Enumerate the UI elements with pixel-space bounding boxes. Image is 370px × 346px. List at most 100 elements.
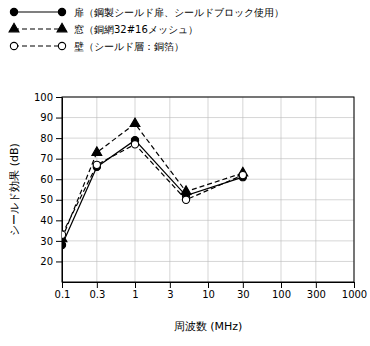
y-tick: 30 <box>40 236 62 247</box>
legend-marker <box>10 42 17 49</box>
y-axis: 20 30 40 50 60 70 80 90 100 <box>34 92 63 283</box>
y-tick-mark <box>56 220 62 221</box>
x-tick-mark <box>170 282 171 288</box>
x-tick: 1000 <box>342 282 367 300</box>
grid-line-y <box>62 220 354 221</box>
grid-line-y <box>62 240 354 241</box>
legend-marker <box>57 23 67 32</box>
x-tick-mark <box>208 282 209 288</box>
legend-marker <box>9 23 19 32</box>
x-tick-label: 0.1 <box>55 289 71 300</box>
x-tick: 0.1 <box>55 282 71 300</box>
y-tick-mark <box>56 179 62 180</box>
x-axis-title: 周波数 (MHz) <box>174 320 243 333</box>
legend-item: 壁（シールド層：銅箔） <box>10 41 184 52</box>
legend-marker <box>58 8 65 15</box>
y-tick-mark <box>56 118 62 119</box>
y-tick-label: 30 <box>40 236 53 247</box>
y-tick-label: 80 <box>40 133 53 144</box>
x-tick-label: 30 <box>237 289 250 300</box>
x-tick: 0.3 <box>89 282 105 300</box>
y-tick: 70 <box>40 153 62 164</box>
x-tick-mark <box>97 282 98 288</box>
legend-marker <box>10 8 17 15</box>
x-tick-label: 10 <box>202 289 215 300</box>
legend-label: 窓（銅網32#16メッシュ） <box>74 24 198 35</box>
plot-area <box>62 118 248 249</box>
x-tick-mark <box>316 282 317 288</box>
x-tick: 300 <box>307 282 326 300</box>
grid-line-x <box>96 97 97 282</box>
y-tick-label: 20 <box>40 256 53 267</box>
chart: 0.1 0.3 1 3 10 30 100 300 1000 20 30 40 50 60 70 80 90 10… <box>0 0 370 346</box>
legend-item: 窓（銅網32#16メッシュ） <box>9 23 198 35</box>
x-axis: 0.1 0.3 1 3 10 30 100 300 1000 <box>55 282 368 300</box>
x-tick-label: 0.3 <box>89 289 105 300</box>
x-tick-label: 3 <box>167 289 173 300</box>
series-line <box>62 144 243 234</box>
grid-line-y <box>62 179 354 180</box>
series-point <box>93 161 100 168</box>
series-point <box>62 241 66 248</box>
series-point <box>181 186 191 195</box>
y-tick-mark <box>56 138 62 139</box>
y-tick: 20 <box>40 256 62 267</box>
series-point <box>130 118 140 127</box>
grid <box>62 97 354 282</box>
grid-line-x <box>315 97 316 282</box>
x-tick: 1 <box>132 282 138 300</box>
grid-line-x <box>169 97 170 282</box>
legend-item: 扉（鋼製シールド扉、シールドブロック使用） <box>10 7 284 18</box>
y-tick: 100 <box>34 92 62 103</box>
legend-label: 壁（シールド層：銅箔） <box>74 41 184 52</box>
y-tick-mark <box>56 200 62 201</box>
grid-line-y <box>62 199 354 200</box>
series-point <box>92 147 102 156</box>
series-line <box>62 124 243 239</box>
y-tick-label: 50 <box>40 194 53 205</box>
series-point <box>131 141 138 148</box>
y-tick: 90 <box>40 112 62 123</box>
legend: 扉（鋼製シールド扉、シールドブロック使用） 窓（銅網32#16メッシュ） 壁（シール… <box>9 7 284 52</box>
x-tick-mark <box>354 282 355 288</box>
y-axis-title: シールド効果 (dB) <box>8 143 21 236</box>
grid-line-x <box>208 97 209 282</box>
x-tick: 100 <box>272 282 291 300</box>
grid-line-y <box>62 158 354 159</box>
x-tick: 30 <box>237 282 250 300</box>
y-tick: 40 <box>40 215 62 226</box>
y-tick: 60 <box>40 174 62 185</box>
grid-line-x <box>281 97 282 282</box>
x-tick-mark <box>62 282 63 288</box>
x-tick-mark <box>135 282 136 288</box>
x-tick-mark <box>281 282 282 288</box>
y-tick-mark <box>56 241 62 242</box>
series-line <box>62 140 243 245</box>
series-point <box>182 196 189 203</box>
y-tick-mark <box>56 261 62 262</box>
x-tick-label: 100 <box>272 289 291 300</box>
legend-line <box>14 45 62 46</box>
y-axis-line <box>62 98 63 283</box>
plot-frame <box>62 97 354 282</box>
grid-line-y <box>62 261 354 262</box>
x-tick: 3 <box>167 282 173 300</box>
series-point <box>239 171 246 178</box>
y-tick-label: 70 <box>40 153 53 164</box>
legend-marker <box>58 42 65 49</box>
y-tick-label: 100 <box>34 92 53 103</box>
x-tick: 10 <box>202 282 215 300</box>
x-tick-label: 1000 <box>342 289 367 300</box>
y-tick-label: 60 <box>40 174 53 185</box>
y-tick-mark <box>56 97 62 98</box>
grid-line-x <box>242 97 243 282</box>
legend-line <box>14 28 62 29</box>
y-tick: 50 <box>40 194 62 205</box>
y-tick-mark <box>56 159 62 160</box>
y-tick-label: 90 <box>40 112 53 123</box>
x-tick-mark <box>243 282 244 288</box>
x-tick-label: 300 <box>307 289 326 300</box>
y-tick: 80 <box>40 133 62 144</box>
grid-line-y <box>62 138 354 139</box>
legend-label: 扉（鋼製シールド扉、シールドブロック使用） <box>74 7 284 18</box>
